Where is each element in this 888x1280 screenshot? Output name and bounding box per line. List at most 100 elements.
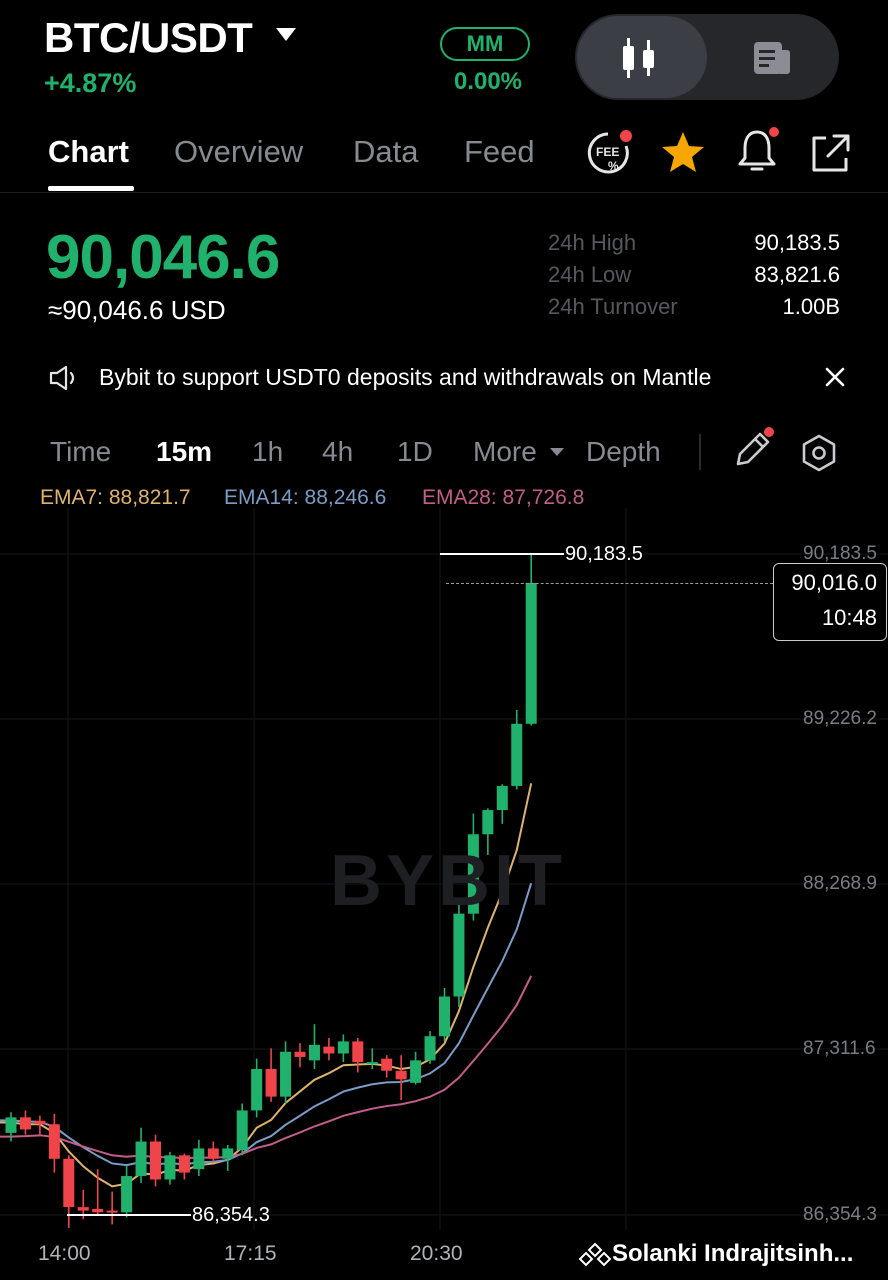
candle-body xyxy=(525,582,537,724)
tabs-divider xyxy=(0,192,888,193)
pair-symbol[interactable]: BTC/USDT xyxy=(44,14,253,61)
candle-body xyxy=(63,1158,75,1208)
x-tick-label: 20:30 xyxy=(410,1242,463,1265)
candle-body xyxy=(337,1041,349,1054)
candle-body xyxy=(280,1051,292,1097)
candle-body xyxy=(294,1051,306,1057)
candle-body xyxy=(5,1117,17,1133)
high-marker-line xyxy=(440,553,564,555)
current-price-label: 90,016.0 xyxy=(791,570,877,595)
y-tick-label: 87,311.6 xyxy=(803,1038,876,1059)
candle-body xyxy=(453,913,465,997)
candle-body xyxy=(496,785,508,811)
candle-body xyxy=(265,1069,277,1097)
ema7-label: EMA7: 88,821.7 xyxy=(40,486,191,509)
ema-lines xyxy=(0,783,533,1188)
announcement-text[interactable]: Bybit to support USDT0 deposits and with… xyxy=(99,364,712,390)
y-tick-label: 88,268.9 xyxy=(803,873,877,894)
x-tick-label: 14:00 xyxy=(38,1242,91,1265)
candle-countdown: 10:48 xyxy=(821,605,877,630)
ema14-label: EMA14: 88,246.6 xyxy=(224,486,387,509)
candle-body xyxy=(106,1210,118,1213)
candles xyxy=(5,554,537,1228)
active-tab-indicator xyxy=(48,186,134,191)
candle-body xyxy=(366,1062,378,1065)
author-credit: Solanki Indrajitsinh... xyxy=(612,1240,854,1267)
candle-body xyxy=(395,1070,407,1080)
speaker-icon xyxy=(49,365,75,391)
candle-body xyxy=(424,1036,436,1061)
close-icon[interactable] xyxy=(824,366,846,388)
candle-body xyxy=(164,1155,176,1180)
candle-body xyxy=(121,1176,133,1213)
more-caret-icon[interactable] xyxy=(550,448,564,456)
mm-badge[interactable]: MM xyxy=(440,27,530,61)
candle-body xyxy=(511,723,523,786)
star-icon[interactable] xyxy=(660,130,706,174)
toolbar-divider xyxy=(699,434,701,470)
timeframe-1h[interactable]: 1h xyxy=(252,436,284,467)
mm-value: 0.00% xyxy=(453,68,523,95)
candle-body xyxy=(482,810,494,835)
y-tick-label: 90,183.5 xyxy=(803,543,877,564)
binance-logo-icon xyxy=(578,1242,612,1267)
candle-body xyxy=(207,1148,219,1159)
x-tick-label: 17:15 xyxy=(224,1242,277,1265)
candle-body xyxy=(34,1120,46,1125)
candle-body xyxy=(381,1058,393,1071)
price-usd-equivalent: ≈90,046.6 USD xyxy=(48,295,226,325)
candle-body xyxy=(439,996,450,1037)
svg-text:FEE: FEE xyxy=(596,145,619,159)
candle-body xyxy=(92,1208,104,1213)
settings-hexagon-icon[interactable] xyxy=(800,434,838,472)
current-price-line xyxy=(446,583,773,584)
bell-icon[interactable] xyxy=(736,126,782,176)
ema14-line xyxy=(0,882,533,1167)
candle-body xyxy=(467,834,479,914)
y-tick-label: 86,354.3 xyxy=(803,1204,877,1225)
tab-chart[interactable]: Chart xyxy=(48,134,129,169)
candle-body xyxy=(48,1124,60,1159)
document-icon[interactable] xyxy=(752,38,794,78)
chart-mode-active[interactable] xyxy=(577,16,707,98)
timeframe-time[interactable]: Time xyxy=(50,436,112,467)
ema28-label: EMA28: 87,726.8 xyxy=(422,486,585,509)
tab-feed[interactable]: Feed xyxy=(464,134,535,169)
candle-body xyxy=(222,1148,234,1159)
candle-body xyxy=(150,1141,161,1180)
candle-body xyxy=(193,1148,205,1170)
chevron-down-icon[interactable] xyxy=(276,28,296,41)
high-marker-label: 90,183.5 xyxy=(565,543,643,565)
stat-label-high: 24h High xyxy=(548,230,637,255)
stat-value-turnover: 1.00B xyxy=(782,294,841,319)
stat-value-low: 83,821.6 xyxy=(754,262,840,287)
low-marker-label: 86,354.3 xyxy=(192,1204,270,1226)
timeframe-15m[interactable]: 15m xyxy=(156,436,213,467)
stat-label-low: 24h Low xyxy=(548,262,632,287)
svg-text:%: % xyxy=(608,159,619,173)
price-change-percent: +4.87% xyxy=(44,68,137,98)
bybit-watermark: BYBIT xyxy=(330,841,566,921)
pencil-icon[interactable] xyxy=(730,426,776,470)
candle-body xyxy=(323,1046,335,1054)
ema28-line xyxy=(0,975,533,1160)
timeframe-4h[interactable]: 4h xyxy=(322,436,354,467)
candle-body xyxy=(19,1117,31,1130)
candlestick-icon[interactable] xyxy=(620,36,662,80)
share-icon[interactable] xyxy=(808,132,852,176)
last-price: 90,046.6 xyxy=(46,223,280,292)
candle-body xyxy=(251,1069,263,1111)
timeframe-depth[interactable]: Depth xyxy=(586,436,661,467)
stat-label-turnover: 24h Turnover xyxy=(548,294,678,319)
candle-body xyxy=(77,1207,89,1211)
low-marker-line xyxy=(67,1214,191,1216)
candle-body xyxy=(236,1110,248,1151)
fee-icon[interactable]: FEE % xyxy=(586,130,636,176)
timeframe-1d[interactable]: 1D xyxy=(397,436,433,467)
candle-body xyxy=(308,1044,320,1061)
tab-data[interactable]: Data xyxy=(353,134,419,169)
candle-body xyxy=(178,1155,190,1173)
ema7-line xyxy=(0,783,533,1188)
timeframe-more[interactable]: More xyxy=(473,436,537,467)
tab-overview[interactable]: Overview xyxy=(174,134,304,169)
